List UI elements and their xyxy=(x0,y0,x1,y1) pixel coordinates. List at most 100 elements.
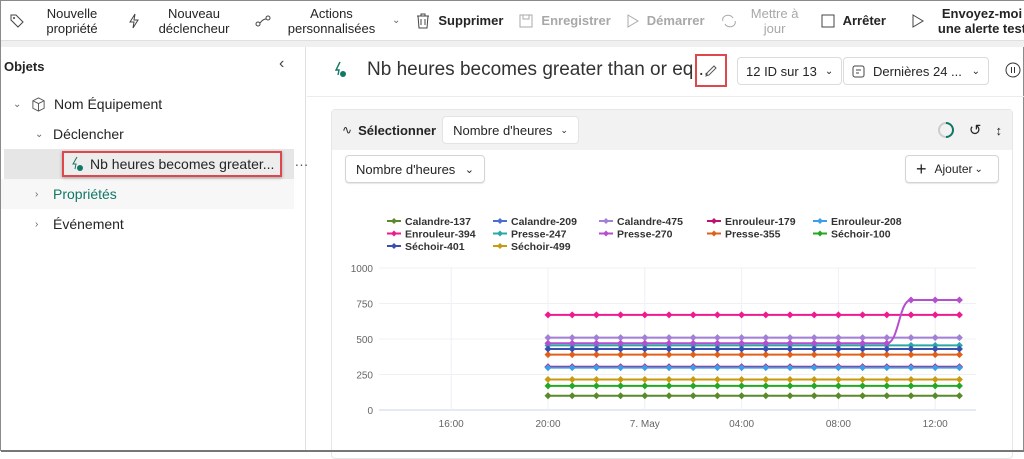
objects-panel: Objets ‹ ⌄ Nom Équipement ⌄ Déclencher N… xyxy=(1,47,308,452)
data-point xyxy=(592,311,600,319)
data-point xyxy=(931,311,939,319)
lightning-icon xyxy=(129,13,139,28)
start-button[interactable]: Démarrer xyxy=(619,1,713,41)
data-point xyxy=(713,392,721,400)
data-point xyxy=(883,364,891,372)
legend-marker xyxy=(497,218,503,224)
tree-item-equipment[interactable]: ⌄ Nom Équipement xyxy=(13,96,163,112)
data-point xyxy=(617,392,625,400)
data-point xyxy=(544,382,552,390)
add-button[interactable]: + Ajouter ⌄ xyxy=(905,155,999,183)
data-point xyxy=(544,351,552,359)
custom-actions-button[interactable]: Actions personnalisées ⌄ xyxy=(247,1,408,41)
data-point xyxy=(883,334,891,342)
select-property-dropdown[interactable]: Nombre d'heures ⌄ xyxy=(442,116,579,144)
delete-button[interactable]: Supprimer xyxy=(408,1,511,41)
x-tick-label: 12:00 xyxy=(923,419,948,430)
tree-item-event[interactable]: › Événement xyxy=(35,216,124,232)
send-test-alert-button[interactable]: Envoyez-moi une alerte test xyxy=(894,1,1024,41)
data-point xyxy=(713,345,721,353)
tree-item-selected-trigger[interactable]: Nb heures becomes greater... ··· xyxy=(4,149,308,179)
time-range-dropdown[interactable]: Dernières 24 ... ⌄ xyxy=(843,57,989,85)
data-point xyxy=(834,351,842,359)
pause-icon[interactable] xyxy=(1005,62,1021,78)
data-point xyxy=(931,364,939,372)
data-point xyxy=(689,339,697,347)
legend-label: Presse-355 xyxy=(725,229,781,241)
x-tick-label: 08:00 xyxy=(826,419,851,430)
tree-item-trigger[interactable]: ⌄ Déclencher xyxy=(35,126,124,142)
data-point xyxy=(617,345,625,353)
data-point xyxy=(955,392,963,400)
data-point xyxy=(568,334,576,342)
data-point xyxy=(568,345,576,353)
page-title: Nb heures becomes greater than or eq... xyxy=(367,59,710,80)
data-point xyxy=(907,334,915,342)
legend-marker xyxy=(497,243,503,249)
data-point xyxy=(641,311,649,319)
x-tick-label: 7. May xyxy=(630,419,660,430)
id-filter-dropdown[interactable]: 12 ID sur 13 ⌄ xyxy=(737,57,843,85)
legend-label: Enrouleur-208 xyxy=(831,216,902,228)
data-point xyxy=(641,351,649,359)
chevron-down-icon: ⌄ xyxy=(560,124,568,135)
data-point xyxy=(955,382,963,390)
data-point xyxy=(834,334,842,342)
collapse-panel-button[interactable]: ‹ xyxy=(279,55,285,72)
x-tick-label: 04:00 xyxy=(729,419,754,430)
legend-label: Séchoir-499 xyxy=(511,241,571,253)
data-point xyxy=(713,339,721,347)
data-point xyxy=(689,351,697,359)
new-trigger-button[interactable]: Nouveau déclencheur xyxy=(119,1,247,41)
data-point xyxy=(762,334,770,342)
data-point xyxy=(859,311,867,319)
edit-title-button[interactable] xyxy=(695,54,727,87)
data-point xyxy=(883,311,891,319)
data-point xyxy=(859,351,867,359)
data-point xyxy=(762,351,770,359)
data-point xyxy=(762,364,770,372)
data-point xyxy=(810,382,818,390)
signal-icon: ∿ xyxy=(342,123,353,137)
data-point xyxy=(592,364,600,372)
data-point xyxy=(641,339,649,347)
data-point xyxy=(762,339,770,347)
data-point xyxy=(568,351,576,359)
chevron-down-icon: ⌄ xyxy=(971,65,980,77)
data-point xyxy=(786,375,794,383)
data-point xyxy=(907,296,915,304)
data-point xyxy=(810,334,818,342)
data-point xyxy=(834,375,842,383)
legend-label: Calandre-209 xyxy=(511,216,577,228)
legend-marker xyxy=(391,243,397,249)
data-point xyxy=(641,375,649,383)
data-point xyxy=(689,334,697,342)
stop-button[interactable]: Arrêter xyxy=(813,1,894,41)
update-button[interactable]: Mettre à jour xyxy=(713,1,813,41)
data-point xyxy=(786,311,794,319)
more-options-icon[interactable]: ··· xyxy=(294,156,309,172)
legend-label: Calandre-137 xyxy=(405,216,471,228)
pencil-icon xyxy=(705,64,717,77)
tree-item-properties[interactable]: › Propriétés xyxy=(1,179,294,209)
data-point xyxy=(883,375,891,383)
x-tick-label: 20:00 xyxy=(535,419,560,430)
data-point xyxy=(568,382,576,390)
new-property-button[interactable]: Nouvelle propriété xyxy=(1,1,119,41)
play-icon xyxy=(912,13,924,28)
data-point xyxy=(592,392,600,400)
trash-icon xyxy=(417,13,430,28)
data-point xyxy=(762,311,770,319)
save-button[interactable]: Enregistrer xyxy=(511,1,618,41)
reset-icon[interactable]: ↺ xyxy=(968,122,982,139)
data-point xyxy=(931,334,939,342)
data-point xyxy=(617,311,625,319)
data-point xyxy=(738,345,746,353)
toolbar: Nouvelle propriété Nouveau déclencheur A… xyxy=(1,1,1024,41)
data-point xyxy=(907,341,915,349)
chevron-down-icon: ⌄ xyxy=(824,65,834,77)
data-point xyxy=(907,382,915,390)
collapse-icon[interactable]: ↕ xyxy=(995,122,1003,138)
chevron-down-icon: ⌄ xyxy=(392,15,401,26)
measure-dropdown[interactable]: Nombre d'heures ⌄ xyxy=(345,155,485,183)
